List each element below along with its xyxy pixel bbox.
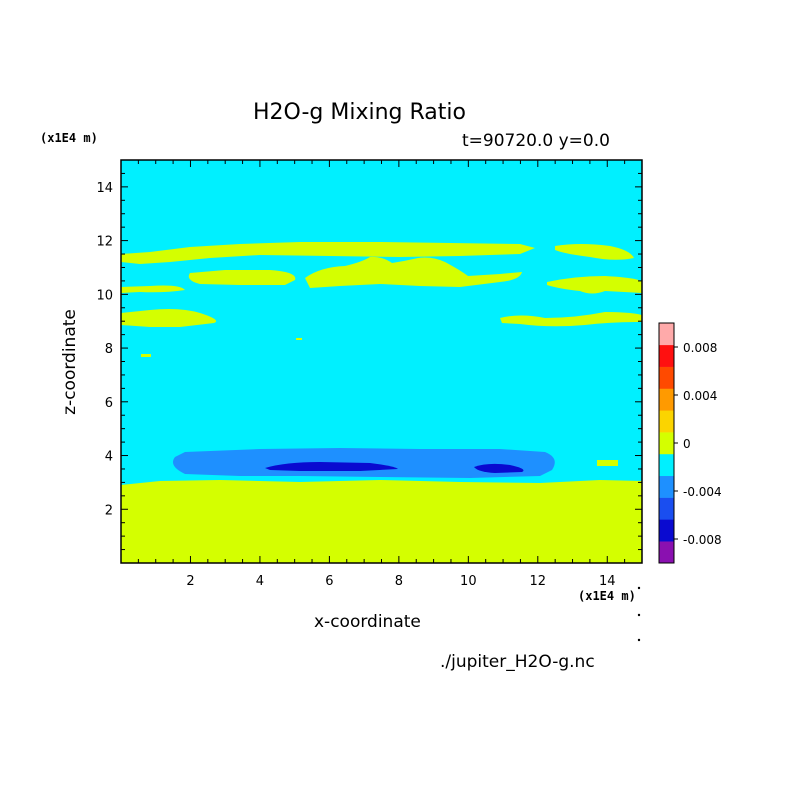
colorbar-swatch	[659, 323, 674, 346]
colorbar-swatch	[659, 432, 674, 455]
colorbar-swatch	[659, 344, 674, 367]
colorbar-swatch	[659, 475, 674, 498]
contour-fills	[121, 160, 642, 563]
y-tick-label: 12	[96, 235, 113, 250]
chart-title: H2O-g Mixing Ratio	[253, 100, 466, 125]
colorbar-swatch	[659, 541, 674, 564]
x-tick-label: 14	[599, 574, 616, 589]
colorbar-swatch	[659, 366, 674, 389]
upper-moist-blob-5	[121, 285, 185, 293]
y-axis-unit: (x1E4 m)	[40, 131, 98, 145]
moist-speck-3	[296, 338, 302, 340]
colorbar-tick-label: -0.004	[683, 485, 722, 499]
colorbar-swatch	[659, 453, 674, 477]
upper-moist-blob-6	[547, 276, 642, 294]
colorbar-swatch	[659, 410, 674, 433]
colorbar-tick-label: 0.008	[683, 341, 717, 355]
corner-dot	[637, 586, 641, 590]
chart-subtitle: t=90720.0 y=0.0	[462, 131, 610, 151]
moist-speck-1	[597, 460, 618, 466]
upper-moist-blob-8	[500, 312, 642, 327]
y-tick-label: 2	[105, 503, 113, 518]
upper-moist-blob-3	[188, 270, 296, 285]
corner-dot	[637, 613, 641, 617]
surface-moist-layer	[121, 480, 642, 563]
colorbar-tick-label: -0.008	[683, 533, 722, 547]
source-filename: ./jupiter_H2O-g.nc	[440, 652, 595, 672]
colorbar-swatch	[659, 519, 674, 542]
x-tick-label: 12	[530, 574, 547, 589]
corner-dot	[637, 638, 641, 642]
colorbar-tick-label: 0	[683, 437, 691, 451]
colorbar-tick-label: 0.004	[683, 389, 717, 403]
x-tick-label: 4	[256, 574, 264, 589]
x-tick-label: 10	[460, 574, 477, 589]
y-tick-label: 4	[105, 450, 113, 465]
y-tick-label: 10	[96, 288, 113, 303]
y-tick-label: 6	[105, 396, 113, 411]
x-axis-unit: (x1E4 m)	[578, 589, 636, 603]
axes-ticks: 2 4 6 8 10 12 14 2 4 6 8 10 12 14	[96, 160, 642, 589]
y-tick-label: 8	[105, 342, 113, 357]
strong-depletion-west	[265, 462, 398, 471]
x-tick-label: 2	[186, 574, 194, 589]
upper-moist-blob-4	[305, 256, 522, 288]
y-tick-label: 14	[96, 181, 113, 196]
x-tick-label: 8	[395, 574, 403, 589]
moist-speck-2	[141, 354, 151, 357]
upper-moist-blob-7	[121, 309, 217, 327]
x-axis-label: x-coordinate	[314, 612, 421, 632]
colorbar-swatch	[659, 497, 674, 520]
colorbar: 0.008 0.004 0 -0.004 -0.008	[658, 322, 722, 564]
colorbar-swatch	[659, 388, 674, 411]
corner-marks	[637, 586, 641, 642]
x-tick-label: 6	[325, 574, 333, 589]
upper-moist-blob-2	[555, 244, 634, 260]
strong-depletion-east	[474, 463, 524, 473]
upper-moist-blob-1	[121, 242, 535, 264]
